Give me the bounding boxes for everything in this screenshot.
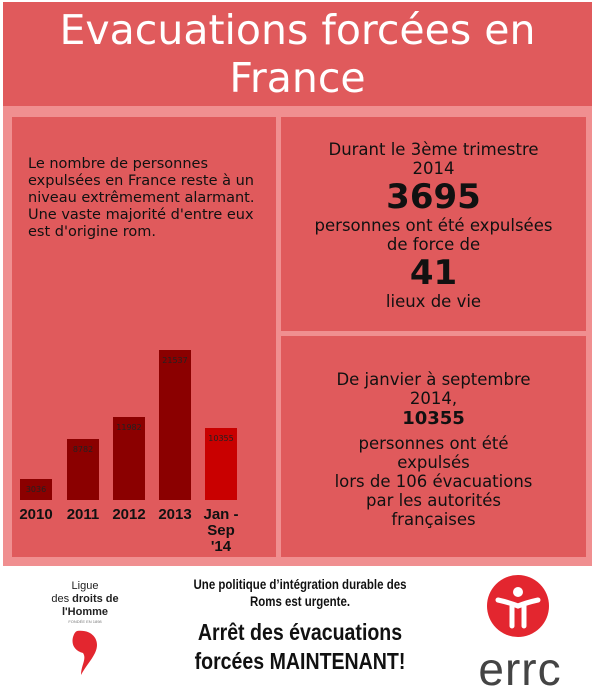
year-label: 2010 bbox=[19, 506, 53, 523]
period-line4: expulsés bbox=[397, 453, 470, 472]
bar-value-label: 10355 bbox=[208, 434, 234, 443]
evictions-chart: 3036 8782 11982 21537 10355 bbox=[12, 350, 276, 500]
bar-value-label: 3036 bbox=[25, 485, 47, 494]
errc-wordmark: errc bbox=[478, 643, 562, 695]
period-panel bbox=[281, 336, 586, 557]
period-line1: De janvier à septembre bbox=[336, 370, 531, 389]
ldh-phrygian-cap-icon bbox=[72, 630, 97, 675]
page-title: Evacuations forcées en France bbox=[3, 2, 592, 106]
bar-value-label: 21537 bbox=[162, 356, 188, 365]
quarter-number: 3695 bbox=[386, 177, 481, 217]
quarter-line5: lieux de vie bbox=[385, 292, 482, 311]
quarter-panel bbox=[277, 113, 590, 335]
period-stats: De janvier à septembre 2014, 10355 perso… bbox=[281, 370, 586, 529]
period-number: 10355 bbox=[402, 408, 465, 429]
period-line7: françaises bbox=[391, 510, 476, 529]
bar-4 bbox=[205, 428, 237, 500]
slogan-small: Une politique d’intégration durable des … bbox=[193, 577, 407, 609]
quarter-line1: Durant le 3ème trimestre bbox=[328, 140, 539, 159]
ldh-line1: Ligue bbox=[71, 580, 99, 592]
ldh-logo: Ligue des droits de l'Homme FONDÉE EN 18… bbox=[30, 580, 140, 682]
quarter-number2: 41 bbox=[409, 253, 458, 293]
ldh-line2a: des bbox=[51, 593, 73, 605]
year-label: 2012 bbox=[112, 506, 146, 523]
errc-logo: errc bbox=[455, 574, 585, 692]
ldh-line2b: droits de bbox=[72, 593, 119, 605]
bar-0 bbox=[20, 479, 52, 500]
ldh-line3: l'Homme bbox=[61, 606, 108, 618]
year-label: 2011 bbox=[66, 506, 100, 523]
period-line5: lors de 106 évacuations bbox=[334, 472, 533, 491]
period-line3: personnes ont été bbox=[358, 434, 509, 453]
quarter-line4: de force de bbox=[386, 235, 481, 254]
bar-3 bbox=[159, 350, 191, 500]
ldh-tiny: FONDÉE EN 1898 bbox=[68, 619, 102, 624]
year-label: 2013 bbox=[158, 506, 192, 523]
bar-2 bbox=[113, 417, 145, 500]
errc-figure-icon bbox=[487, 575, 549, 637]
slogan-large: Arrêt des évacuations forcées MAINTENANT… bbox=[194, 619, 406, 674]
quarter-line2: 2014 bbox=[412, 159, 455, 178]
slogan-block: Une politique d’intégration durable des … bbox=[170, 576, 430, 676]
intro-text: Le nombre de personnes expulsées en Fran… bbox=[28, 156, 255, 240]
bar-value-label: 8782 bbox=[72, 445, 94, 454]
year-label: Jan - Sep '14 bbox=[203, 506, 239, 555]
bar-1 bbox=[67, 439, 99, 500]
bar-value-label: 11982 bbox=[116, 423, 142, 432]
quarter-line3: personnes ont été expulsées bbox=[314, 216, 553, 235]
period-line2: 2014, bbox=[409, 389, 458, 408]
ldh-line2: des droits de bbox=[30, 593, 140, 606]
quarter-stats: Durant le 3ème trimestre 2014 3695 perso… bbox=[281, 140, 586, 311]
period-line6: par les autorités bbox=[366, 491, 501, 510]
